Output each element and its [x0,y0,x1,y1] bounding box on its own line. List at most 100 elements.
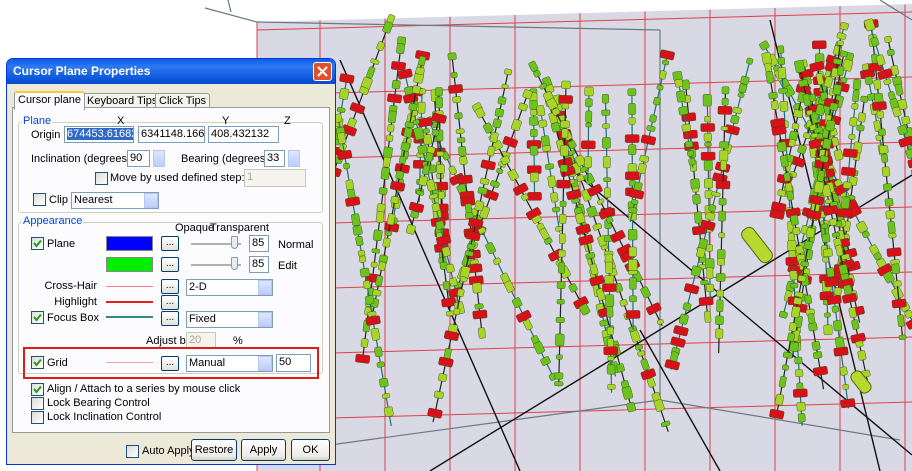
grid-field[interactable]: 50 [276,354,311,372]
browse-button[interactable]: ... [161,236,179,251]
hole-segment [717,106,733,115]
restore-button[interactable]: Restore [191,439,237,461]
hole-segment [589,275,605,287]
hole-segment [897,314,905,327]
hole-segment [598,206,614,220]
tab[interactable]: Keyboard Tips [83,93,162,109]
hole-segment [536,105,546,117]
hole-segment [705,211,716,221]
hole-segment [864,76,873,85]
hole-segment [850,370,872,394]
browse-button[interactable]: ... [161,295,179,310]
hole-segment [892,280,902,287]
hole-segment [376,361,385,368]
hole-segment [561,103,570,110]
hole-segment [355,353,371,364]
browse-button[interactable]: ... [161,257,179,272]
slider-thumb[interactable] [231,257,238,270]
hole-segment [385,134,394,142]
hole-segment [561,80,571,89]
checkbox[interactable] [126,445,139,458]
hole-segment [441,297,457,308]
origin-x[interactable]: 674453.616826 [64,126,134,143]
apply-button[interactable]: Apply [241,439,286,461]
browse-button[interactable]: ... [161,279,179,294]
hole-segment [578,234,594,246]
hole-segment [465,212,474,219]
checkbox-checked[interactable] [31,311,44,324]
color-swatch[interactable] [106,236,153,251]
hole-segment [831,136,840,147]
step-field[interactable]: 1 [244,169,306,187]
hole-segment [732,106,742,115]
checkbox-checked[interactable] [31,383,44,396]
browse-button[interactable]: ... [161,311,179,326]
selected-text: 674453.616826 [67,128,133,140]
crosshair-combo[interactable]: 2-D [186,279,273,296]
checkbox-checked[interactable] [31,237,44,250]
hole-segment [873,79,882,90]
hole-segment [857,112,867,123]
line-swatch[interactable] [106,316,153,318]
hole-segment [805,227,816,239]
spinner[interactable] [288,150,300,167]
hole-segment [684,283,700,295]
hole-segment [550,192,559,203]
hole-segment [628,188,645,200]
hole-segment [395,170,405,180]
hole-segment [625,171,640,181]
hole-segment [382,237,391,248]
slider-thumb[interactable] [231,236,238,249]
checkbox[interactable] [31,397,44,410]
hole-segment [542,145,552,152]
checkbox[interactable] [33,193,46,206]
grid-combo[interactable]: Manual [186,355,273,372]
hole-segment [674,78,684,88]
hole-segment [489,131,499,143]
hole-segment [770,100,779,110]
hole-segment [552,206,561,213]
hole-segment [764,62,773,73]
hole-segment [561,128,569,139]
line-swatch[interactable] [106,286,153,287]
transparency-field[interactable]: 85 [249,256,269,273]
hole-segment [441,246,451,257]
spinner[interactable] [153,150,165,167]
transparency-field[interactable]: 85 [249,235,269,252]
hole-segment [558,233,566,244]
focus-combo[interactable]: Fixed [186,311,273,328]
hole-segment [454,112,463,120]
hole-segment [639,154,650,163]
hole-segment [852,89,860,103]
hole-segment [861,230,870,239]
color-swatch[interactable] [106,257,153,272]
checkbox[interactable] [95,172,108,185]
line-swatch[interactable] [106,362,153,363]
close-button[interactable] [313,62,332,81]
tab[interactable]: Cursor plane [14,91,85,110]
hole-segment [703,160,713,171]
browse-button[interactable]: ... [161,356,179,371]
label: Auto Apply [142,445,195,457]
line-swatch[interactable] [106,301,153,303]
checkbox-checked[interactable] [31,356,44,369]
hole-segment [370,327,381,341]
origin-y[interactable]: 6341148.16659 [138,126,205,143]
origin-z[interactable]: 408.432132 [208,126,279,143]
checkbox[interactable] [31,411,44,424]
ok-button[interactable]: OK [291,439,330,461]
bearing-field[interactable]: 33 [264,150,285,167]
hole-segment [450,72,458,79]
hole-segment [603,346,618,356]
combo-arrow [144,193,158,208]
tab[interactable]: Click Tips [155,93,211,109]
hole-segment [834,179,843,187]
hole-segment [387,110,397,124]
hole-segment [426,179,436,192]
hole-segment [711,191,721,198]
inclination-field[interactable]: 90 [127,150,150,167]
hole-segment [387,93,402,104]
hole-segment [529,100,538,110]
clip-combo[interactable]: Nearest [71,192,159,209]
hole-segment [621,386,634,400]
